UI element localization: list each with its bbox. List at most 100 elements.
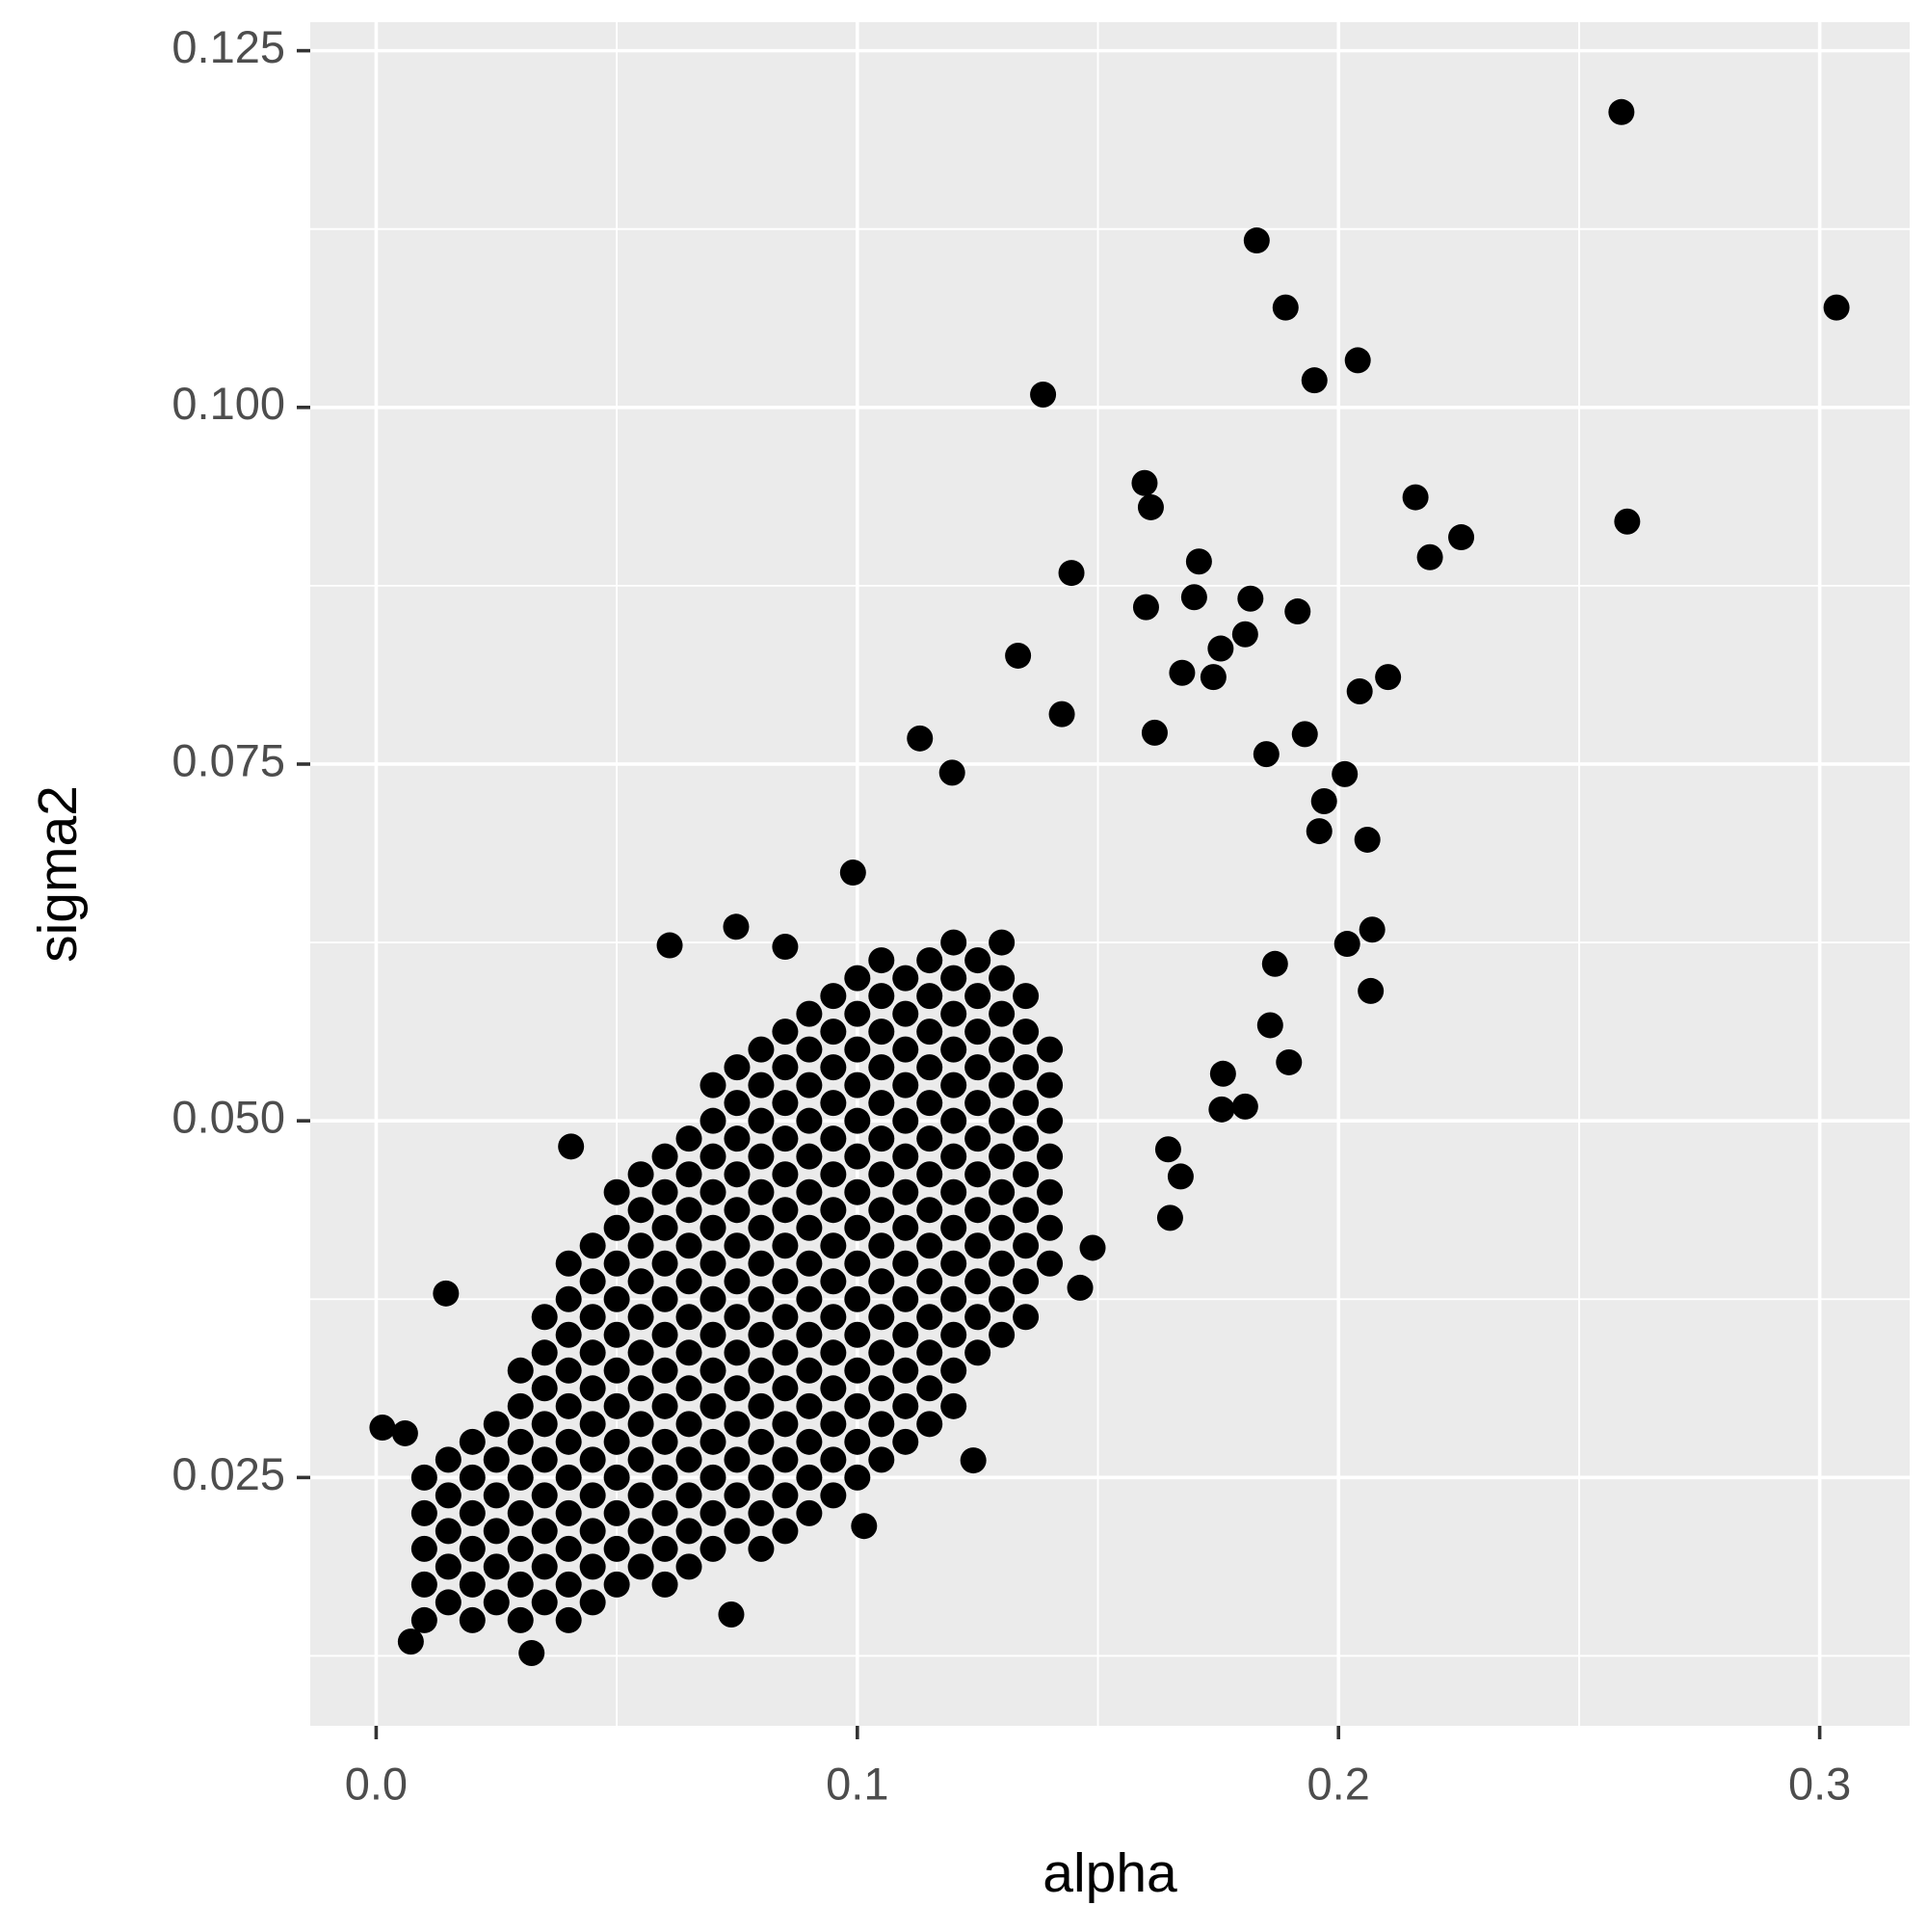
- point: [989, 1000, 1016, 1027]
- point: [700, 1250, 726, 1277]
- point: [1231, 1093, 1258, 1120]
- point: [531, 1339, 558, 1366]
- point: [868, 1054, 895, 1081]
- point: [748, 1428, 775, 1455]
- point: [964, 1019, 991, 1045]
- point: [940, 929, 967, 956]
- point: [579, 1482, 606, 1509]
- point: [507, 1357, 534, 1384]
- point: [916, 983, 943, 1010]
- point: [940, 1036, 967, 1063]
- point: [656, 932, 683, 959]
- point: [989, 1072, 1016, 1098]
- point: [940, 1178, 967, 1205]
- point: [555, 1285, 582, 1312]
- point: [748, 1072, 775, 1098]
- point: [675, 1411, 702, 1438]
- point: [627, 1339, 654, 1366]
- point: [772, 1446, 799, 1473]
- y-tick-label: 0.025: [172, 1448, 285, 1499]
- point: [700, 1392, 726, 1419]
- point: [989, 929, 1016, 956]
- point: [507, 1464, 534, 1491]
- point: [820, 1161, 847, 1188]
- point: [820, 1339, 847, 1366]
- point: [940, 1214, 967, 1241]
- point: [627, 1197, 654, 1224]
- point: [989, 1214, 1016, 1241]
- point: [1185, 548, 1212, 575]
- point: [772, 1411, 799, 1438]
- point: [435, 1518, 462, 1545]
- point: [989, 1178, 1016, 1205]
- point: [892, 1000, 919, 1027]
- point: [868, 1304, 895, 1331]
- point: [1048, 701, 1075, 728]
- point: [675, 1125, 702, 1152]
- point: [796, 1000, 823, 1027]
- point: [579, 1589, 606, 1616]
- point: [724, 1054, 751, 1081]
- point: [1141, 719, 1168, 746]
- point: [410, 1606, 437, 1633]
- point: [397, 1628, 424, 1655]
- point: [989, 1321, 1016, 1348]
- point: [651, 1250, 678, 1277]
- point: [675, 1482, 702, 1509]
- point: [820, 1125, 847, 1152]
- point: [916, 1125, 943, 1152]
- point: [507, 1535, 534, 1562]
- point: [507, 1571, 534, 1598]
- point: [1037, 1250, 1064, 1277]
- point: [603, 1571, 630, 1598]
- point: [700, 1178, 726, 1205]
- point: [555, 1357, 582, 1384]
- point: [1013, 1019, 1040, 1045]
- point: [507, 1499, 534, 1526]
- point: [964, 1161, 991, 1188]
- x-tick-label: 0.0: [345, 1758, 408, 1809]
- point: [796, 1321, 823, 1348]
- point: [868, 1090, 895, 1117]
- point: [627, 1482, 654, 1509]
- point: [916, 1304, 943, 1331]
- point: [940, 1143, 967, 1170]
- point: [940, 1357, 967, 1384]
- point: [507, 1606, 534, 1633]
- point: [844, 1214, 871, 1241]
- point: [700, 1285, 726, 1312]
- point: [916, 947, 943, 974]
- point: [459, 1428, 486, 1455]
- point: [651, 1464, 678, 1491]
- point: [1208, 1096, 1235, 1123]
- point: [724, 1518, 751, 1545]
- point: [989, 965, 1016, 992]
- point: [940, 1285, 967, 1312]
- point: [748, 1178, 775, 1205]
- point: [796, 1072, 823, 1098]
- point: [1079, 1234, 1106, 1261]
- point: [892, 1285, 919, 1312]
- point: [700, 1499, 726, 1526]
- point: [772, 1304, 799, 1331]
- point: [507, 1392, 534, 1419]
- point: [555, 1606, 582, 1633]
- point: [820, 1019, 847, 1045]
- point: [603, 1178, 630, 1205]
- point: [518, 1639, 545, 1666]
- point: [724, 1197, 751, 1224]
- point: [844, 965, 871, 992]
- point: [748, 1464, 775, 1491]
- point: [1346, 677, 1373, 704]
- point: [851, 1513, 878, 1540]
- point: [1608, 98, 1635, 125]
- point: [796, 1428, 823, 1455]
- point: [868, 1411, 895, 1438]
- point: [892, 1357, 919, 1384]
- point: [1272, 294, 1299, 321]
- point: [772, 1125, 799, 1152]
- point: [579, 1268, 606, 1295]
- point: [916, 1054, 943, 1081]
- point: [700, 1321, 726, 1348]
- x-axis-title: alpha: [1043, 1842, 1177, 1904]
